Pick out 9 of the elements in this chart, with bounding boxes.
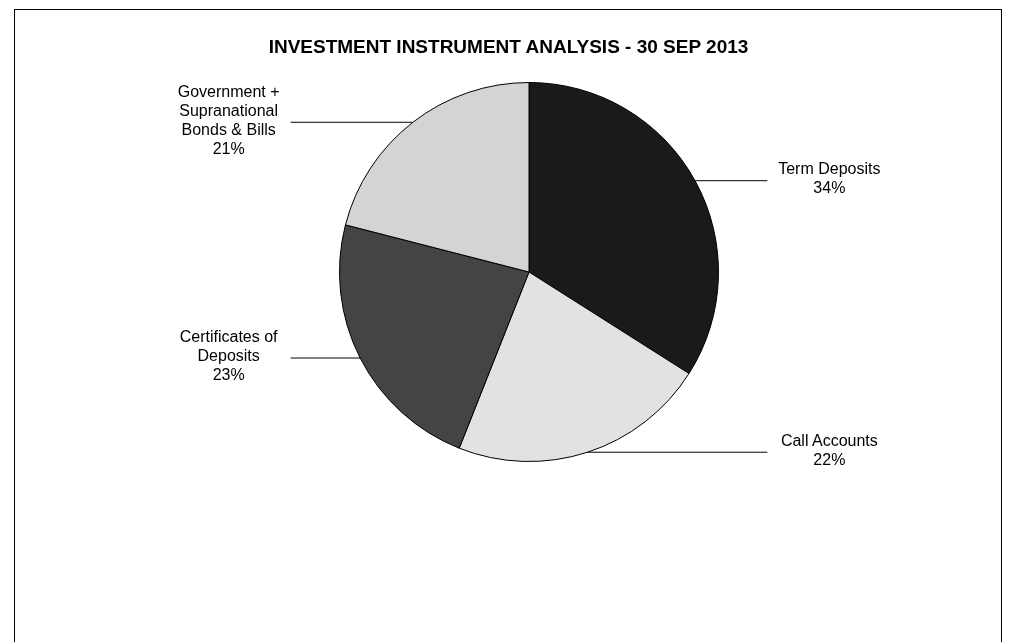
data-label: 22% xyxy=(813,450,846,468)
chart-title: INVESTMENT INSTRUMENT ANALYSIS - 30 SEP 2013 xyxy=(267,36,750,58)
data-label: 23% xyxy=(212,365,245,383)
data-label: 34% xyxy=(813,179,846,197)
slice-label: Certificates of Deposits xyxy=(179,327,279,364)
slice-label: Call Accounts xyxy=(780,431,878,449)
data-label: 21% xyxy=(212,139,245,157)
slice-label: Term Deposits xyxy=(778,160,881,178)
slice-label: Government + Supranational Bonds & Bills xyxy=(177,82,280,138)
